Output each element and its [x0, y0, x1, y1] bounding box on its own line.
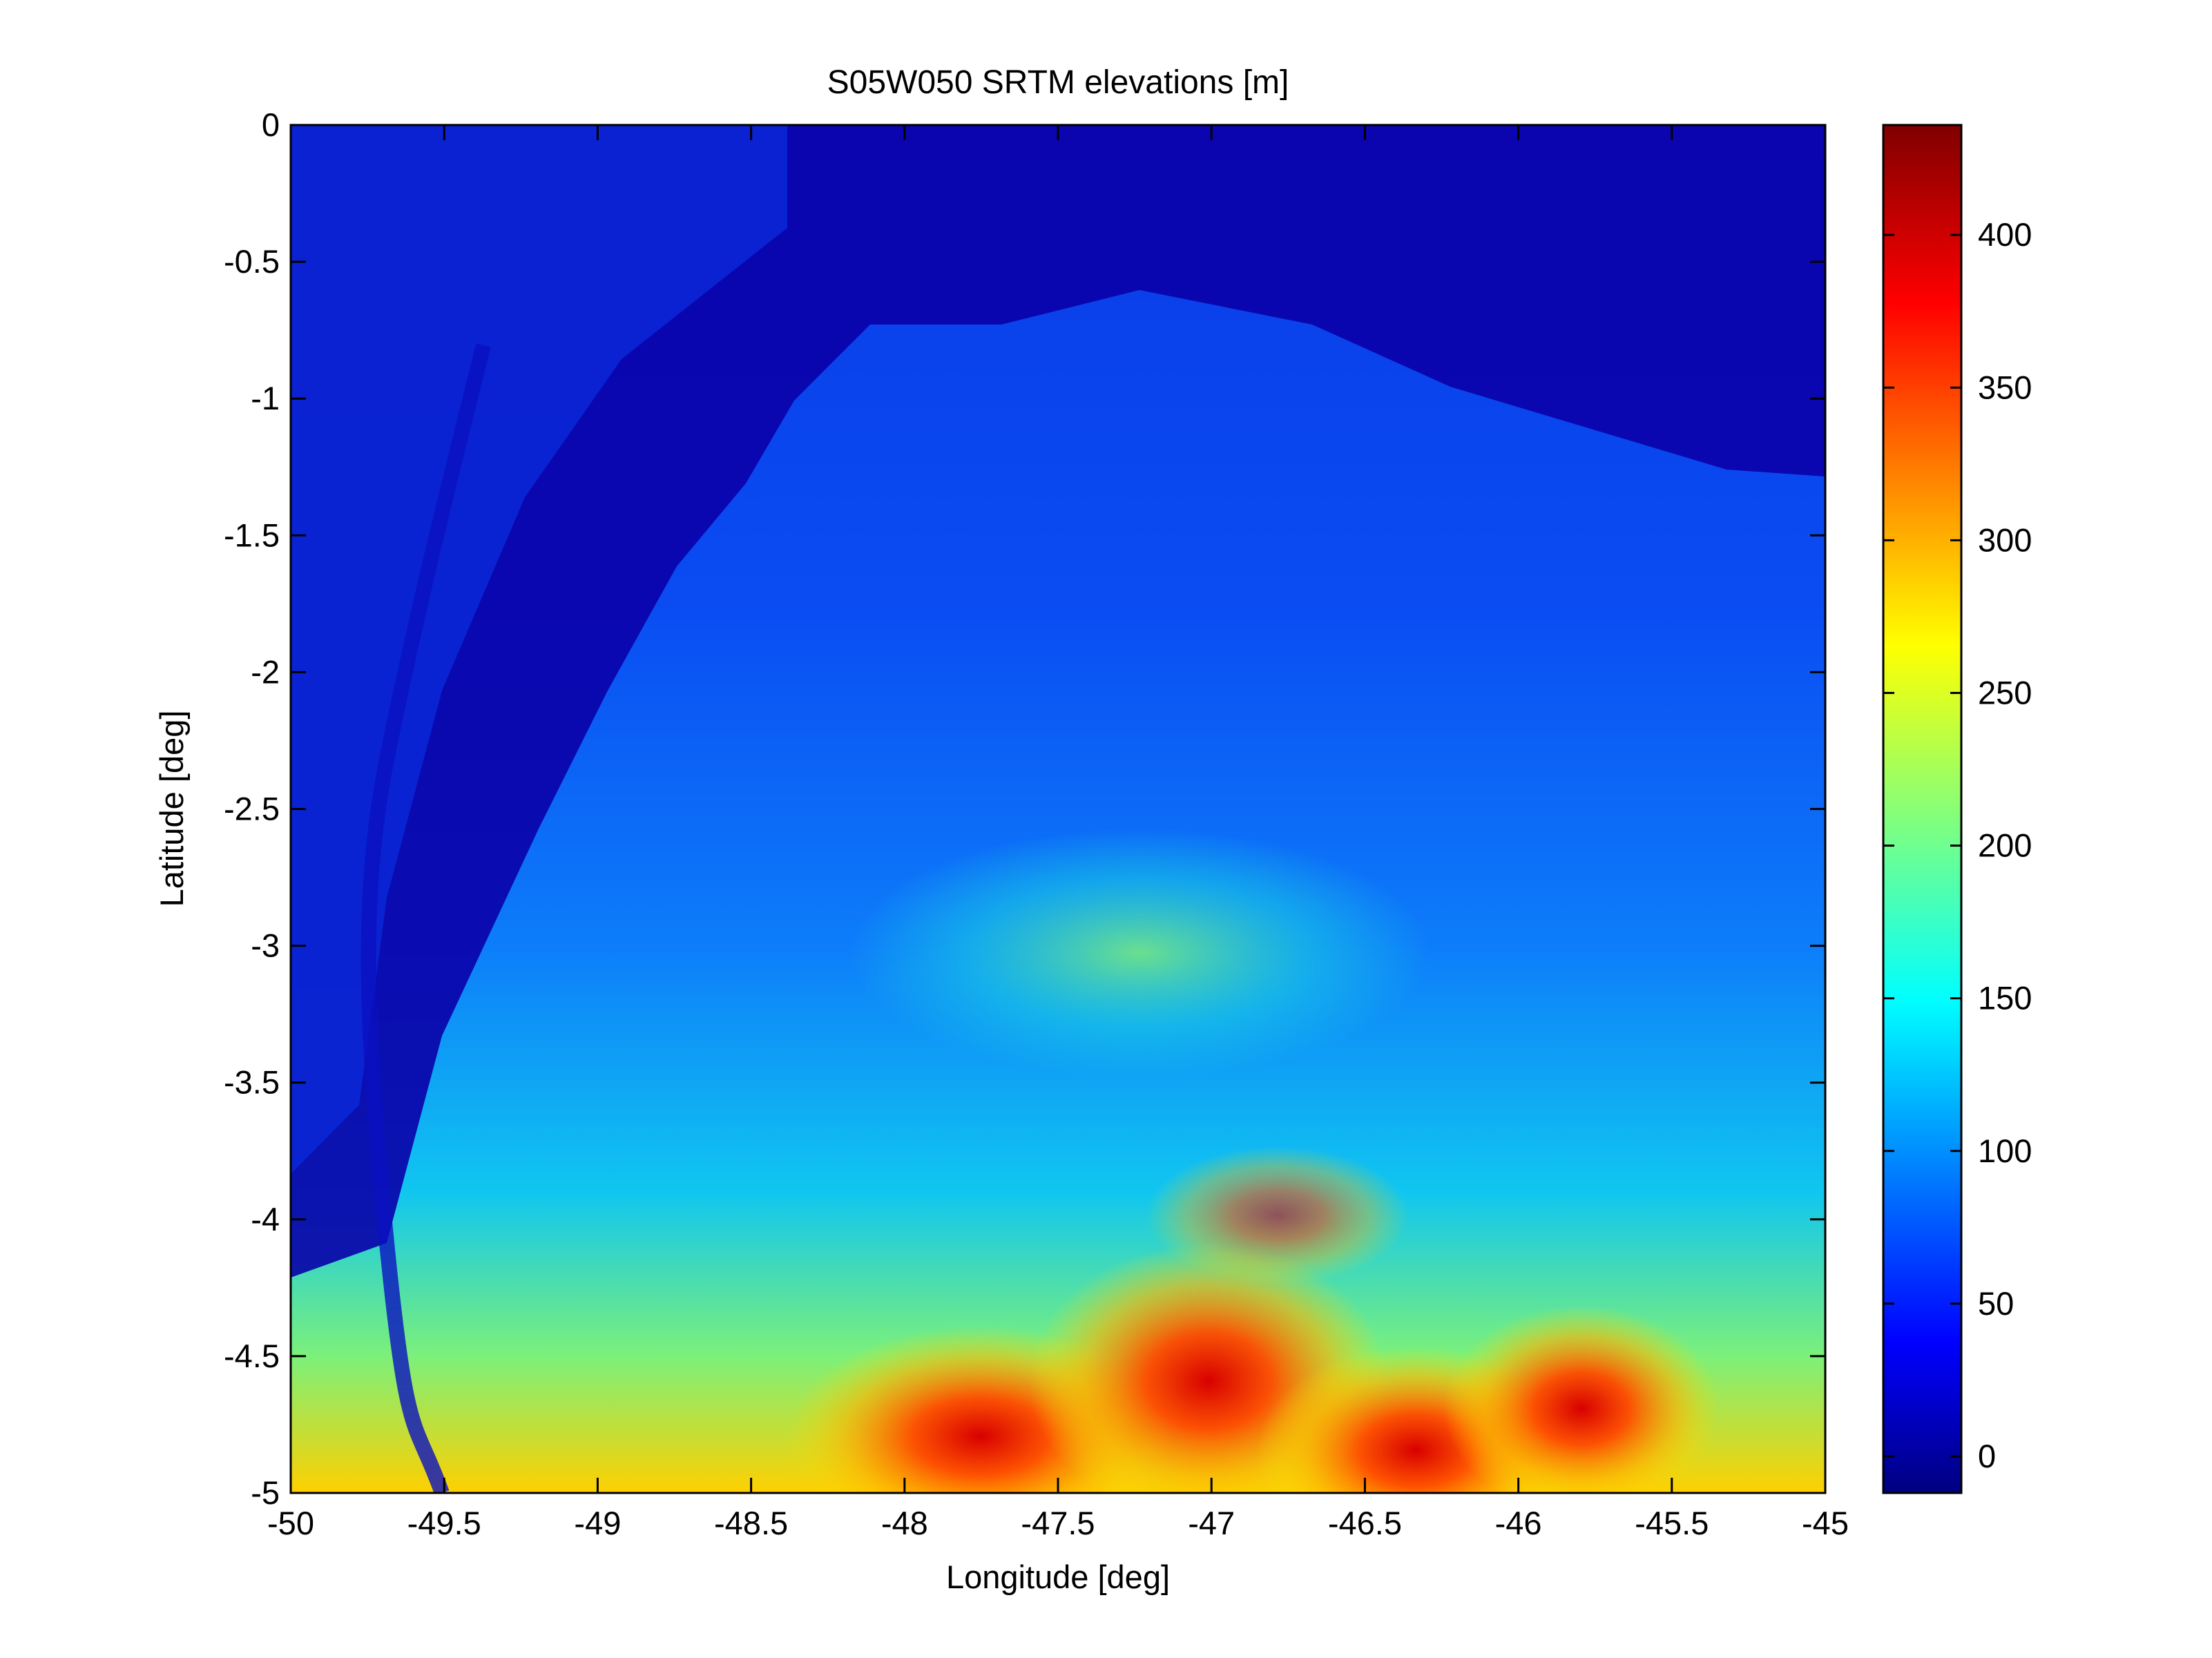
x-tick-label: -47.5 — [1021, 1505, 1095, 1541]
heatmap-image — [291, 125, 1825, 1493]
y-tick-label: -4 — [251, 1201, 280, 1237]
x-axis-label: Longitude [deg] — [946, 1559, 1170, 1595]
colorbar-axis: 0 50 100 150 200 250 300 350 400 — [1883, 216, 2032, 1474]
highland-region-4 — [1443, 1305, 1720, 1493]
y-tick-label: -3.5 — [224, 1064, 280, 1101]
y-axis-label: Latitude [deg] — [153, 711, 190, 907]
x-tick-label: -49.5 — [407, 1505, 481, 1541]
y-tick-label: -0.5 — [224, 243, 280, 280]
ocean-region — [291, 125, 1825, 1278]
highland-region-5 — [1146, 1146, 1409, 1284]
x-tick-label: -46 — [1495, 1505, 1542, 1541]
x-tick-label: -48 — [881, 1505, 928, 1541]
y-axis: 0 -0.5 -1 -1.5 -2 -2.5 -3 -3.5 -4 -4.5 -5 — [224, 106, 1825, 1511]
x-tick-label: -45.5 — [1635, 1505, 1709, 1541]
y-tick-label: -2.5 — [224, 791, 280, 827]
colorbar-tick-label: 350 — [1978, 369, 2032, 405]
central-highland — [849, 829, 1430, 1077]
x-tick-label: -50 — [267, 1505, 314, 1541]
colorbar-tick-label: 300 — [1978, 521, 2032, 558]
colorbar-tick-label: 50 — [1978, 1285, 2014, 1322]
estuary-region — [291, 125, 787, 1174]
x-tick-label: -48.5 — [714, 1505, 788, 1541]
colorbar-tick-label: 150 — [1978, 980, 2032, 1016]
y-tick-label: -3 — [251, 927, 280, 964]
x-tick-label: -45 — [1802, 1505, 1849, 1541]
chart-title: S05W050 SRTM elevations [m] — [827, 64, 1289, 101]
x-axis: -50 -49.5 -49 -48.5 -48 -47.5 -47 -46.5 -46 -45.5… — [267, 125, 1849, 1541]
y-tick-label: -1 — [251, 380, 280, 416]
x-tick-label: -47 — [1188, 1505, 1235, 1541]
colorbar-tick-label: 0 — [1978, 1438, 1996, 1474]
y-tick-label: -5 — [251, 1474, 280, 1511]
colorbar-tick-label: 400 — [1978, 216, 2032, 253]
colorbar — [1882, 124, 1963, 1494]
y-tick-label: -4.5 — [224, 1338, 280, 1374]
y-tick-label: 0 — [262, 106, 280, 143]
colorbar-tick-label: 250 — [1978, 674, 2032, 711]
x-tick-label: -46.5 — [1328, 1505, 1402, 1541]
river-channel — [360, 343, 491, 1493]
y-tick-label: -1.5 — [224, 517, 280, 553]
colorbar-tick-label: 100 — [1978, 1132, 2032, 1169]
y-tick-label: -2 — [251, 653, 280, 690]
colorbar-tick-label: 200 — [1978, 827, 2032, 864]
x-tick-label: -49 — [574, 1505, 621, 1541]
